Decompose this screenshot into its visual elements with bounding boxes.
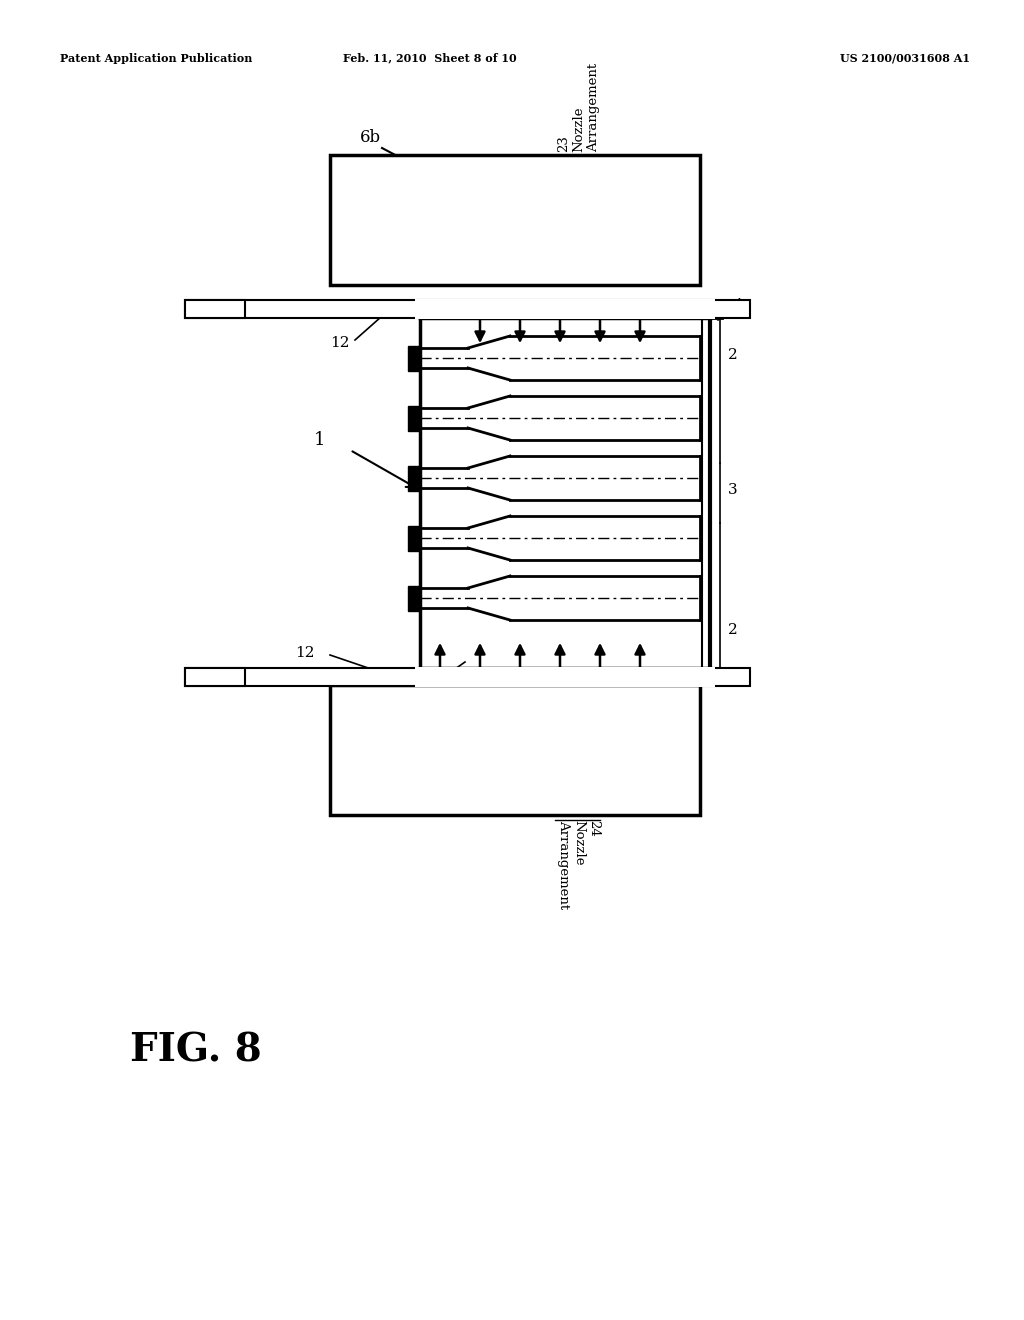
Bar — [330, 685, 700, 814]
Bar — [408, 346, 420, 371]
Text: A: A — [429, 673, 440, 686]
Text: 1: 1 — [314, 432, 326, 449]
Text: A: A — [732, 298, 743, 312]
Bar — [408, 586, 420, 610]
Text: Feb. 11, 2010  Sheet 8 of 10: Feb. 11, 2010 Sheet 8 of 10 — [343, 53, 517, 63]
Text: FIG. 8: FIG. 8 — [130, 1031, 262, 1069]
Bar — [408, 466, 420, 491]
Bar — [415, 300, 715, 319]
Text: 2: 2 — [728, 348, 737, 362]
Bar — [185, 300, 245, 318]
Text: 6b: 6b — [359, 128, 381, 145]
Text: 12: 12 — [295, 645, 314, 660]
Text: 23
Nozzle
Arrangement: 23 Nozzle Arrangement — [557, 63, 600, 152]
Bar — [185, 300, 750, 318]
Bar — [408, 525, 420, 550]
Bar — [408, 405, 420, 430]
Bar — [185, 668, 750, 686]
Bar — [415, 667, 715, 686]
Bar — [185, 668, 245, 686]
Text: 24
Nozzle
Arrangement: 24 Nozzle Arrangement — [557, 820, 600, 909]
Text: 3: 3 — [728, 483, 737, 498]
Text: US 2100/0031608 A1: US 2100/0031608 A1 — [840, 53, 970, 63]
Text: 2: 2 — [728, 623, 737, 638]
Text: Patent Application Publication: Patent Application Publication — [60, 53, 252, 63]
Text: 12: 12 — [330, 337, 349, 350]
Bar — [330, 154, 700, 285]
